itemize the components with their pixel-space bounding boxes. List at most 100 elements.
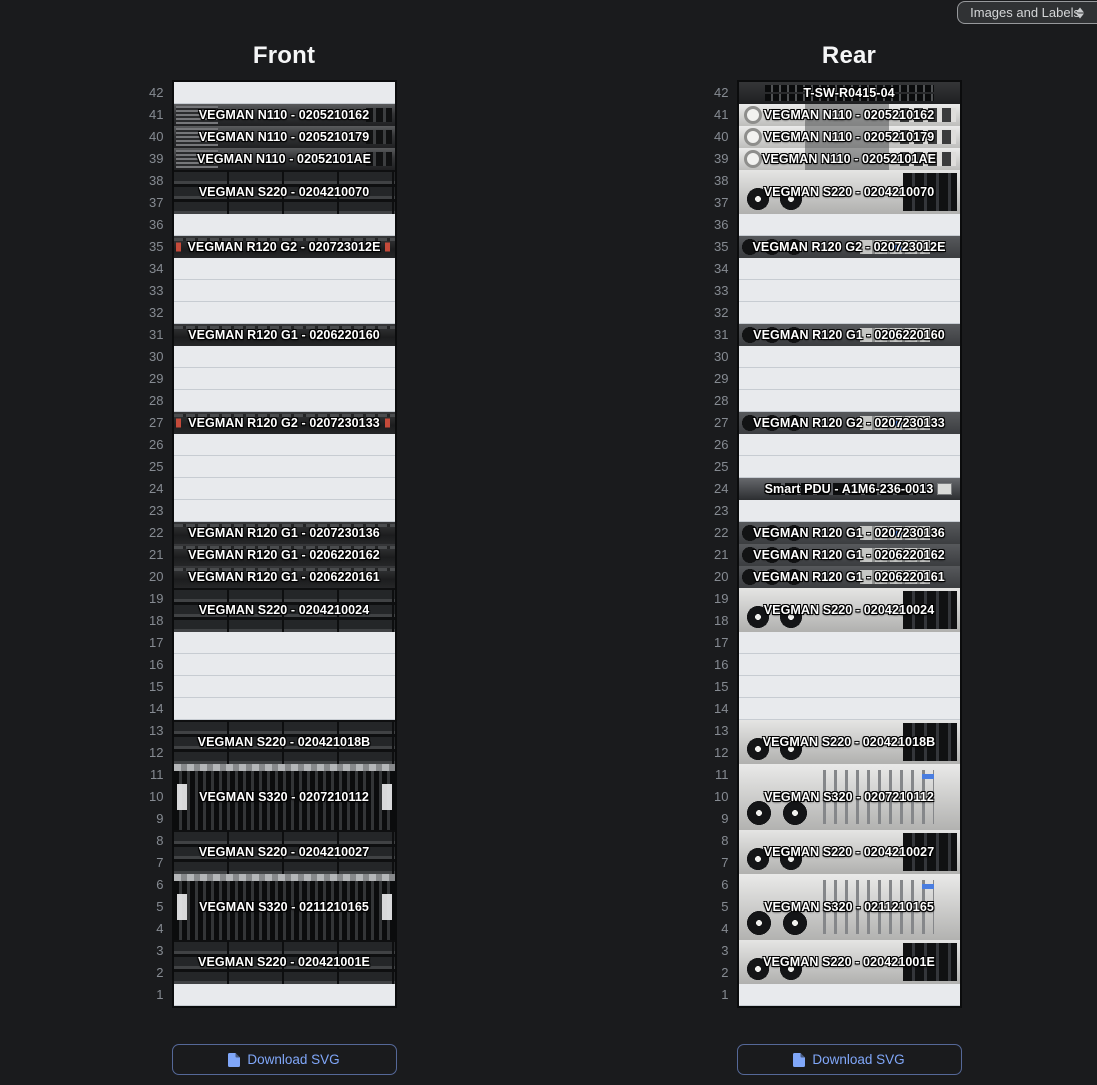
unit-number: 22 bbox=[149, 525, 164, 540]
unit-number: 33 bbox=[714, 283, 729, 298]
empty-unit bbox=[738, 368, 960, 390]
unit-number: 21 bbox=[149, 547, 164, 562]
device-label: VEGMAN R120 G2 - 0207230133 bbox=[753, 416, 945, 430]
empty-unit bbox=[173, 500, 395, 522]
unit-number: 15 bbox=[149, 679, 164, 694]
unit-number: 28 bbox=[714, 393, 729, 408]
unit-number: 18 bbox=[149, 613, 164, 628]
unit-number: 41 bbox=[149, 107, 164, 122]
unit-number: 13 bbox=[714, 723, 729, 738]
unit-number: 4 bbox=[721, 921, 729, 936]
empty-unit bbox=[738, 280, 960, 302]
empty-unit bbox=[738, 698, 960, 720]
device-label: VEGMAN N110 - 02052101AE bbox=[196, 152, 372, 166]
unit-number: 37 bbox=[714, 195, 729, 210]
rack-device: VEGMAN R120 G1 - 0206220162 bbox=[173, 544, 395, 566]
empty-unit bbox=[738, 676, 960, 698]
unit-number: 19 bbox=[714, 591, 729, 606]
device-label: VEGMAN R120 G1 - 0207230136 bbox=[753, 526, 945, 540]
unit-number: 42 bbox=[714, 85, 729, 100]
rack-device: Smart PDU - A1M6-236-0013 bbox=[738, 478, 960, 500]
unit-number: 37 bbox=[149, 195, 164, 210]
rack-device: VEGMAN S220 - 0204210027 bbox=[173, 830, 395, 874]
rack-device: VEGMAN S320 - 0207210112 bbox=[738, 764, 960, 830]
empty-unit bbox=[173, 654, 395, 676]
unit-number: 39 bbox=[149, 151, 164, 166]
empty-unit bbox=[173, 346, 395, 368]
device-label: VEGMAN S320 - 0211210165 bbox=[764, 900, 934, 914]
rack-column-rear: Rear 42 41 40 39 38 37 36 35 34 33 32 31 30 29 28 27 26 2… bbox=[701, 42, 962, 1075]
unit-number: 30 bbox=[714, 349, 729, 364]
device-label: VEGMAN R120 G2 - 020723012E bbox=[187, 240, 381, 254]
unit-number: 10 bbox=[714, 789, 729, 804]
unit-number: 12 bbox=[714, 745, 729, 760]
unit-number: 8 bbox=[721, 833, 729, 848]
download-svg-label: Download SVG bbox=[247, 1052, 340, 1067]
unit-number: 17 bbox=[714, 635, 729, 650]
rack-device: VEGMAN S220 - 020421001E bbox=[173, 940, 395, 984]
unit-number: 6 bbox=[156, 877, 164, 892]
device-label: VEGMAN N110 - 0205210162 bbox=[198, 108, 370, 122]
rack-device: VEGMAN R120 G2 - 020723012E bbox=[738, 236, 960, 258]
device-label: VEGMAN S220 - 0204210027 bbox=[198, 845, 370, 859]
download-svg-button-front[interactable]: Download SVG bbox=[171, 1044, 397, 1075]
unit-number: 34 bbox=[149, 261, 164, 276]
unit-number: 3 bbox=[156, 943, 164, 958]
view-mode-value: Images and Labels bbox=[970, 5, 1080, 20]
unit-number: 25 bbox=[714, 459, 729, 474]
download-svg-button-rear[interactable]: Download SVG bbox=[736, 1044, 962, 1075]
rack-front: 42 41 40 39 38 37 36 35 34 33 32 31 30 29 28 27 26 25 24 23… bbox=[136, 80, 397, 1008]
empty-unit bbox=[738, 984, 960, 1006]
device-label: VEGMAN S320 - 0211210165 bbox=[199, 900, 369, 914]
rack-body-rear: T-SW-R0415-04 VEGMAN N110 - 0205210162 VEG… bbox=[736, 80, 962, 1008]
device-label: VEGMAN S220 - 0204210070 bbox=[763, 185, 935, 199]
rack-title-rear: Rear bbox=[821, 42, 877, 69]
rack-device: VEGMAN R120 G2 - 0207230133 bbox=[173, 412, 395, 434]
file-icon bbox=[228, 1052, 241, 1067]
device-label: VEGMAN R120 G1 - 0206220160 bbox=[753, 328, 945, 342]
device-label: VEGMAN R120 G1 - 0207230136 bbox=[188, 526, 380, 540]
unit-number: 30 bbox=[149, 349, 164, 364]
unit-number: 31 bbox=[714, 327, 729, 342]
empty-unit bbox=[173, 390, 395, 412]
unit-number: 20 bbox=[149, 569, 164, 584]
empty-unit bbox=[738, 632, 960, 654]
updown-arrows-icon bbox=[1076, 7, 1084, 18]
rack-device: VEGMAN N110 - 02052101AE bbox=[738, 148, 960, 170]
rack-device: T-SW-R0415-04 bbox=[738, 82, 960, 104]
unit-number: 7 bbox=[156, 855, 164, 870]
view-mode-select[interactable]: Images and Labels bbox=[957, 1, 1097, 24]
device-label: VEGMAN N110 - 0205210162 bbox=[763, 108, 935, 122]
rack-device: VEGMAN S220 - 0204210024 bbox=[738, 588, 960, 632]
device-label: VEGMAN S220 - 020421001E bbox=[198, 955, 370, 969]
unit-number: 42 bbox=[149, 85, 164, 100]
rack-device: VEGMAN S220 - 020421018B bbox=[173, 720, 395, 764]
rack-device: VEGMAN R120 G1 - 0206220162 bbox=[738, 544, 960, 566]
device-label: VEGMAN R120 G1 - 0206220160 bbox=[188, 328, 380, 342]
rack-device: VEGMAN S220 - 020421018B bbox=[738, 720, 960, 764]
unit-number: 26 bbox=[714, 437, 729, 452]
unit-number: 36 bbox=[149, 217, 164, 232]
device-label: VEGMAN S220 - 0204210070 bbox=[198, 185, 370, 199]
rack-rear: 42 41 40 39 38 37 36 35 34 33 32 31 30 29 28 27 26 25 24 23… bbox=[701, 80, 962, 1008]
empty-unit bbox=[173, 632, 395, 654]
unit-number: 21 bbox=[714, 547, 729, 562]
unit-number: 33 bbox=[149, 283, 164, 298]
unit-number: 26 bbox=[149, 437, 164, 452]
unit-number: 23 bbox=[149, 503, 164, 518]
device-label: VEGMAN S320 - 0207210112 bbox=[199, 790, 369, 804]
device-label: VEGMAN S220 - 0204210027 bbox=[763, 845, 935, 859]
empty-unit bbox=[738, 346, 960, 368]
unit-number: 27 bbox=[714, 415, 729, 430]
empty-unit bbox=[173, 676, 395, 698]
rack-device: VEGMAN R120 G1 - 0206220160 bbox=[738, 324, 960, 346]
empty-unit bbox=[738, 434, 960, 456]
unit-number: 14 bbox=[714, 701, 729, 716]
rack-device: VEGMAN S220 - 020421001E bbox=[738, 940, 960, 984]
device-label: VEGMAN S220 - 0204210024 bbox=[198, 603, 370, 617]
empty-unit bbox=[173, 302, 395, 324]
rack-device: VEGMAN N110 - 0205210179 bbox=[738, 126, 960, 148]
rack-device: VEGMAN N110 - 0205210179 bbox=[173, 126, 395, 148]
device-label: Smart PDU - A1M6-236-0013 bbox=[764, 482, 934, 496]
